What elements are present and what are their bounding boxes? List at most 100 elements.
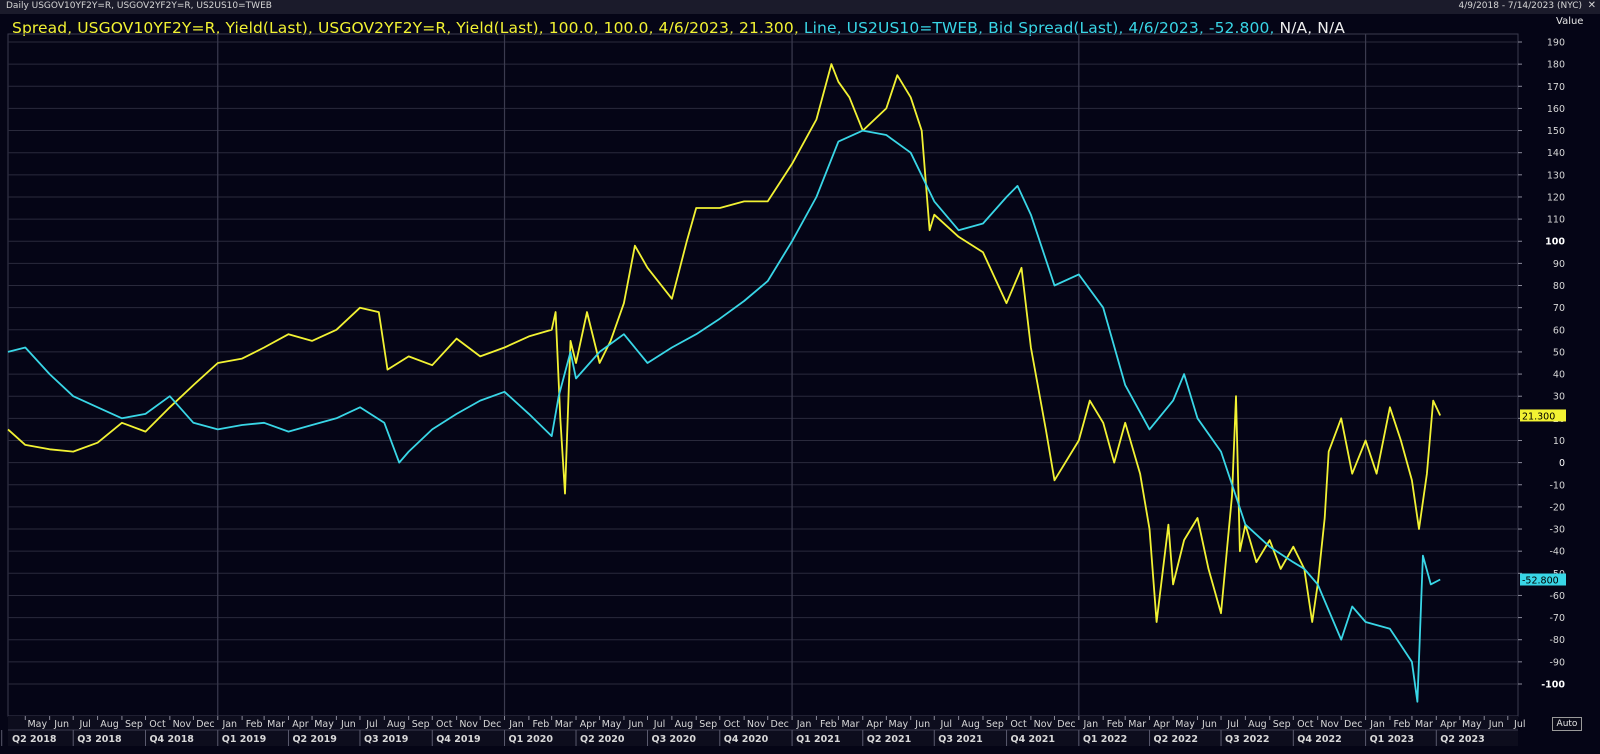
month-label: Dec: [771, 719, 789, 730]
quarter-label: Q4 2020: [724, 734, 769, 745]
month-label: Mar: [1415, 719, 1433, 730]
month-label: Jun: [1488, 719, 1504, 730]
y-tick-label: 50: [1553, 347, 1565, 358]
quarter-label: Q2 2019: [292, 734, 336, 745]
month-label: Jul: [653, 719, 665, 730]
quarter-label: Q2 2022: [1154, 734, 1198, 745]
y-tick-label: -10: [1549, 480, 1565, 491]
series-line-spread: [7, 63, 1442, 623]
month-label: Oct: [149, 719, 166, 730]
chart-tickers-header: Daily USGOV10YF2Y=R, USGOV2YF2Y=R, US2US…: [6, 1, 272, 11]
y-tick-label: -70: [1549, 613, 1565, 624]
month-label: Feb: [246, 719, 263, 730]
month-label: Aug: [387, 719, 406, 730]
month-label: Sep: [986, 719, 1004, 730]
month-label: Feb: [1107, 719, 1124, 730]
month-label: Sep: [412, 719, 430, 730]
quarter-label: Q1 2019: [222, 734, 266, 745]
quarter-label: Q2 2018: [12, 734, 57, 745]
plot-frame: [7, 33, 1519, 717]
quarter-label: Q4 2021: [1011, 734, 1055, 745]
month-label: Aug: [1248, 719, 1267, 730]
month-label: Feb: [532, 719, 549, 730]
y-tick-label: 120: [1547, 192, 1565, 203]
month-label: Nov: [1034, 719, 1053, 730]
legend-na: N/A, N/A: [1274, 19, 1345, 37]
month-label: May: [27, 719, 47, 730]
month-label: Apr: [292, 719, 309, 730]
quarter-label: Q3 2021: [938, 734, 982, 745]
month-label: Dec: [483, 719, 501, 730]
quarter-label: Q3 2018: [77, 734, 122, 745]
month-label: Jan: [1082, 719, 1098, 730]
close-icon[interactable]: ✕: [1587, 0, 1596, 11]
month-label: Oct: [1010, 719, 1027, 730]
month-label: Jul: [78, 719, 90, 730]
x-axis-band: [8, 716, 1518, 746]
legend-series-spread: Spread, USGOV10YF2Y=R, Yield(Last), USGO…: [12, 19, 799, 37]
month-label: Mar: [267, 719, 285, 730]
month-label: Jan: [796, 719, 812, 730]
y-tick-label: 90: [1553, 259, 1565, 270]
month-label: Apr: [580, 719, 597, 730]
month-label: Aug: [675, 719, 694, 730]
y-tick-label: 150: [1547, 126, 1565, 137]
quarter-label: Q2 2021: [867, 734, 911, 745]
month-label: Jan: [221, 719, 237, 730]
month-label: Dec: [196, 719, 214, 730]
y-tick-label: -30: [1549, 525, 1565, 536]
y-tick-label: 70: [1553, 303, 1565, 314]
last-value-tag-spread: 21.300: [1522, 411, 1555, 422]
y-tick-label: -40: [1549, 547, 1565, 558]
month-label: Jun: [53, 719, 69, 730]
quarter-label: Q1 2020: [509, 734, 554, 745]
month-label: Apr: [1440, 719, 1457, 730]
month-label: Sep: [699, 719, 717, 730]
date-range-header: 4/9/2018 - 7/14/2023 (NYC): [1458, 1, 1582, 11]
quarter-label: Q1 2021: [796, 734, 840, 745]
month-label: May: [314, 719, 334, 730]
y-tick-label: 140: [1547, 148, 1565, 159]
y-tick-label: 160: [1547, 104, 1565, 115]
y-tick-label: 60: [1553, 325, 1565, 336]
y-tick-label: 30: [1553, 392, 1565, 403]
last-value-tag-us2us10: -52.800: [1522, 576, 1559, 587]
y-tick-label: 170: [1547, 82, 1565, 93]
month-label: Jul: [1513, 719, 1525, 730]
month-label: Apr: [1153, 719, 1170, 730]
month-label: Mar: [1128, 719, 1146, 730]
month-label: Oct: [724, 719, 741, 730]
quarter-label: Q3 2020: [652, 734, 697, 745]
month-label: Oct: [436, 719, 453, 730]
last-value-tag-spread-bg: [1520, 409, 1566, 422]
month-label: May: [889, 719, 909, 730]
month-label: Jun: [914, 719, 930, 730]
y-tick-label: -90: [1549, 657, 1565, 668]
top-bar: Daily USGOV10YF2Y=R, USGOV2YF2Y=R, US2US…: [0, 0, 1600, 14]
quarter-label: Q1 2022: [1083, 734, 1127, 745]
y-tick-label: 110: [1547, 215, 1565, 226]
y-tick-label: 190: [1547, 38, 1565, 49]
y-tick-label: 80: [1553, 281, 1565, 292]
month-label: Jan: [1369, 719, 1385, 730]
quarter-label: Q3 2019: [364, 734, 408, 745]
y-tick-label: -100: [1541, 680, 1565, 691]
month-label: Dec: [1057, 719, 1075, 730]
month-label: Jul: [940, 719, 952, 730]
month-label: Aug: [961, 719, 980, 730]
quarter-label: Q4 2019: [436, 734, 480, 745]
value-axis-title: Value: [1556, 16, 1584, 27]
month-label: Dec: [1344, 719, 1362, 730]
legend-series-us2us10: Line, US2US10=TWEB, Bid Spread(Last), 4/…: [798, 19, 1275, 37]
month-label: Nov: [747, 719, 766, 730]
y-tick-label: 10: [1553, 436, 1565, 447]
month-label: May: [1462, 719, 1482, 730]
y-tick-label: 130: [1547, 170, 1565, 181]
month-label: Jul: [365, 719, 377, 730]
month-label: Nov: [173, 719, 192, 730]
month-label: Jun: [628, 719, 644, 730]
auto-scale-button[interactable]: Auto: [1552, 717, 1582, 731]
y-tick-label: 180: [1547, 60, 1565, 71]
quarter-label: Q4 2022: [1297, 734, 1341, 745]
